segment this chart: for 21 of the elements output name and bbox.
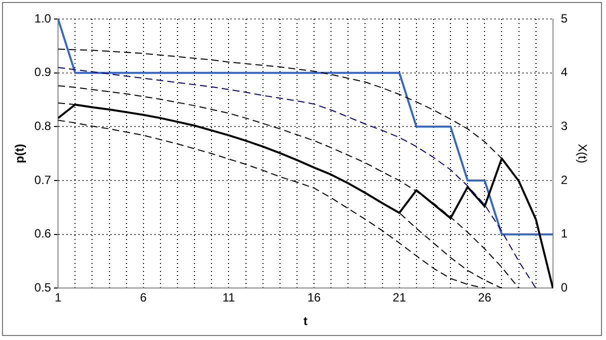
y2-tick-label: 4 xyxy=(560,65,568,80)
y2-tick-label: 3 xyxy=(560,118,568,133)
y-tick-label: 1.0 xyxy=(34,11,52,26)
y2-axis-title: X(t) xyxy=(575,144,590,164)
x-tick-label: 26 xyxy=(478,290,492,305)
x-tick-label: 1 xyxy=(54,290,62,305)
x-tick-label: 21 xyxy=(392,290,406,305)
y-tick-label: 0.8 xyxy=(34,118,52,133)
x-tick-label: 16 xyxy=(307,290,322,305)
y2-tick-label: 5 xyxy=(560,11,568,26)
y-tick-label: 0.5 xyxy=(34,280,52,295)
x-tick-label: 6 xyxy=(140,290,148,305)
y-axis-title: p(t) xyxy=(12,144,27,164)
y2-tick-label: 2 xyxy=(560,172,568,187)
x-axis-title: t xyxy=(304,314,308,328)
y-tick-label: 0.7 xyxy=(34,172,52,187)
y2-tick-label: 0 xyxy=(560,280,568,295)
y-tick-label: 0.9 xyxy=(34,65,52,80)
y-tick-label: 0.6 xyxy=(34,226,52,241)
y2-tick-label: 1 xyxy=(560,226,568,241)
x-tick-label: 11 xyxy=(222,290,236,305)
